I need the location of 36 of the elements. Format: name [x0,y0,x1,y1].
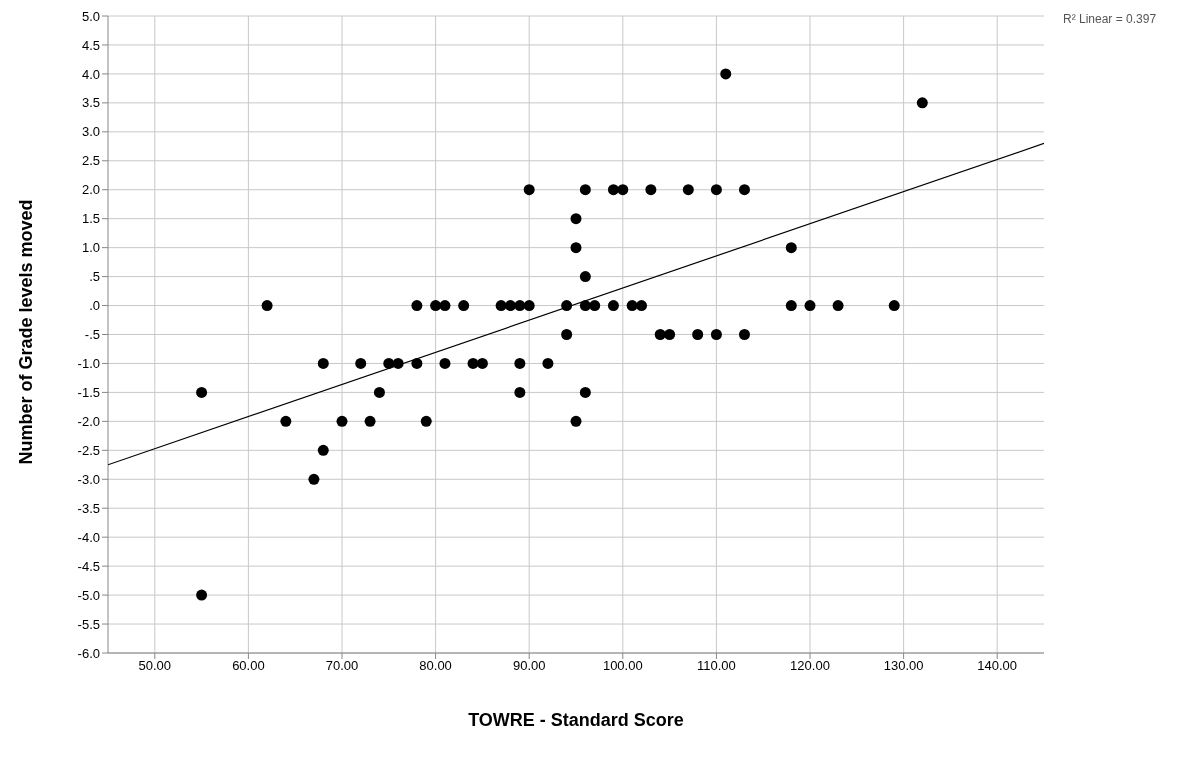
y-tick-label: .0 [89,298,100,314]
y-tick-label: 1.5 [81,211,100,227]
x-tick-label: 140.00 [977,658,1018,674]
y-tick-label: 1.0 [81,240,100,256]
y-tick-label: .5 [89,269,100,285]
x-tick-label: 70.00 [325,658,359,674]
x-tick-label: 80.00 [419,658,452,674]
x-tick-label: 130.00 [883,658,924,674]
y-tick-label: 2.0 [81,182,100,198]
x-tick-label: 120.00 [790,658,830,674]
x-axis-title: TOWRE - Standard Score [468,710,684,730]
y-tick-label: 2.5 [81,153,100,169]
y-tick-label: 4.5 [81,37,100,53]
y-tick-label: -4.5 [77,558,100,574]
y-tick-label: -3.0 [77,471,100,487]
y-tick-label: -3.5 [77,500,100,516]
y-tick-label: 5.0 [81,8,100,24]
x-tick-label: 50.00 [138,658,172,674]
x-tick-label: 60.00 [232,658,265,674]
y-tick-label: -1.0 [77,356,100,372]
y-tick-label: -5.0 [77,587,100,603]
y-tick-label: -2.5 [77,442,100,458]
text: R² Linear = 0.397 [1063,12,1157,26]
y-tick-label: -5.5 [77,616,100,632]
y-tick-label: 3.0 [81,124,100,140]
y-axis-title: Number of Grade levels moved [16,199,37,465]
x-tick-label: 100.00 [602,658,643,674]
y-tick-label: -6.0 [77,645,100,661]
y-tick-label: -1.5 [77,385,100,401]
y-tick-label: 4.0 [81,66,100,82]
x-tick-label: 90.00 [512,658,546,674]
y-tick-label: -4.0 [77,529,100,545]
y-tick-label: 3.5 [81,95,100,111]
x-tick-label: 110.00 [697,658,736,674]
y-tick-label: -.5 [84,327,100,343]
y-tick-label: -2.0 [77,413,100,429]
